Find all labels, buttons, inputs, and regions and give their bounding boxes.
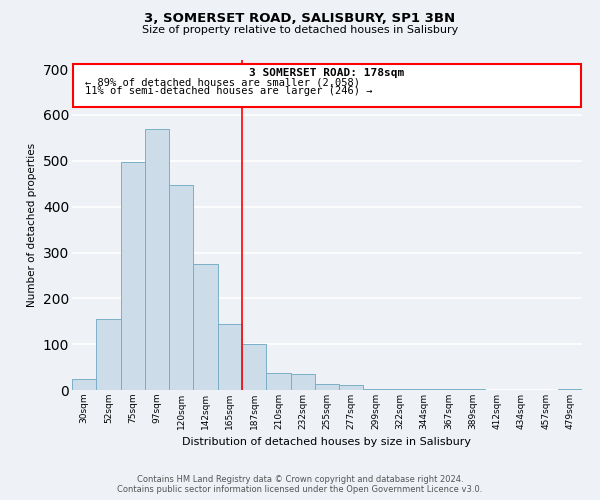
Bar <box>388 388 412 390</box>
Bar <box>218 324 242 390</box>
X-axis label: Distribution of detached houses by size in Salisbury: Distribution of detached houses by size … <box>182 438 472 448</box>
Bar <box>121 162 145 390</box>
Text: Contains HM Land Registry data © Crown copyright and database right 2024.
Contai: Contains HM Land Registry data © Crown c… <box>118 474 482 494</box>
Bar <box>364 388 388 390</box>
Bar <box>436 388 461 390</box>
Bar <box>290 374 315 390</box>
Bar <box>266 373 290 390</box>
Bar <box>96 319 121 390</box>
FancyBboxPatch shape <box>73 64 581 107</box>
Y-axis label: Number of detached properties: Number of detached properties <box>27 143 37 307</box>
Bar <box>193 264 218 390</box>
Bar <box>558 388 582 390</box>
Bar <box>315 384 339 390</box>
Bar <box>145 128 169 390</box>
Bar <box>169 184 193 390</box>
Bar <box>339 386 364 390</box>
Bar <box>461 389 485 390</box>
Bar <box>412 388 436 390</box>
Bar <box>242 344 266 390</box>
Text: Size of property relative to detached houses in Salisbury: Size of property relative to detached ho… <box>142 25 458 35</box>
Bar <box>72 378 96 390</box>
Text: 3, SOMERSET ROAD, SALISBURY, SP1 3BN: 3, SOMERSET ROAD, SALISBURY, SP1 3BN <box>145 12 455 26</box>
Text: 3 SOMERSET ROAD: 178sqm: 3 SOMERSET ROAD: 178sqm <box>250 68 404 78</box>
Text: ← 89% of detached houses are smaller (2,058): ← 89% of detached houses are smaller (2,… <box>85 78 361 88</box>
Text: 11% of semi-detached houses are larger (246) →: 11% of semi-detached houses are larger (… <box>85 86 373 96</box>
